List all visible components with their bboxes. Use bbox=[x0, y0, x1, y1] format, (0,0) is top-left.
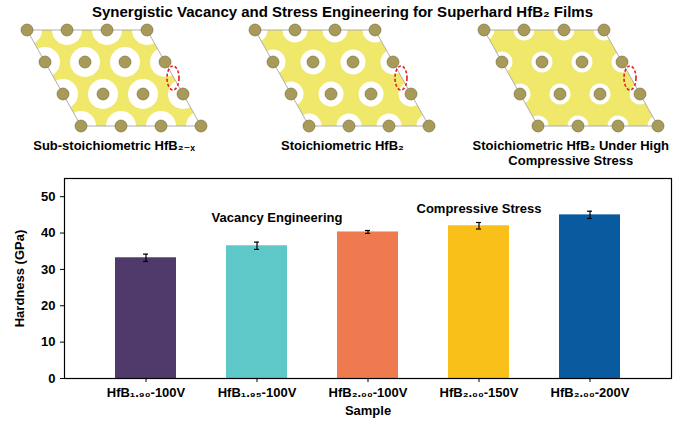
svg-text:30: 30 bbox=[41, 262, 55, 277]
html-text:Stoichiometric HfB₂: Stoichiometric HfB₂ bbox=[281, 138, 404, 153]
html-text:Stoichiometric HfB₂ Under High: Stoichiometric HfB₂ Under High Compressi… bbox=[472, 138, 669, 168]
svg-text:HfB₁.₉₀-100V: HfB₁.₉₀-100V bbox=[107, 385, 186, 400]
svg-text:HfB₁.₉₅-100V: HfB₁.₉₅-100V bbox=[218, 385, 297, 400]
html-text:Synergistic Vacancy and Stress: Synergistic Vacancy and Stress Engineeri… bbox=[92, 3, 593, 20]
svg-text:Vacancy Engineering: Vacancy Engineering bbox=[212, 210, 343, 225]
svg-text:HfB₂.₀₀-200V: HfB₂.₀₀-200V bbox=[551, 385, 630, 400]
svg-text:40: 40 bbox=[41, 225, 55, 240]
svg-text:Hardness (GPa): Hardness (GPa) bbox=[12, 230, 27, 328]
svg-text:0: 0 bbox=[48, 371, 55, 386]
svg-text:Sample: Sample bbox=[345, 403, 391, 418]
svg-text:HfB₂.₀₀-100V: HfB₂.₀₀-100V bbox=[329, 385, 408, 400]
html-text:Sub-stoichiometric HfB₂₋ₓ: Sub-stoichiometric HfB₂₋ₓ bbox=[33, 138, 196, 153]
svg-text:HfB₂.₀₀-150V: HfB₂.₀₀-150V bbox=[440, 385, 519, 400]
svg-text:20: 20 bbox=[41, 298, 55, 313]
svg-text:Compressive Stress: Compressive Stress bbox=[416, 201, 541, 216]
svg-text:10: 10 bbox=[41, 334, 55, 349]
svg-text:50: 50 bbox=[41, 189, 55, 204]
